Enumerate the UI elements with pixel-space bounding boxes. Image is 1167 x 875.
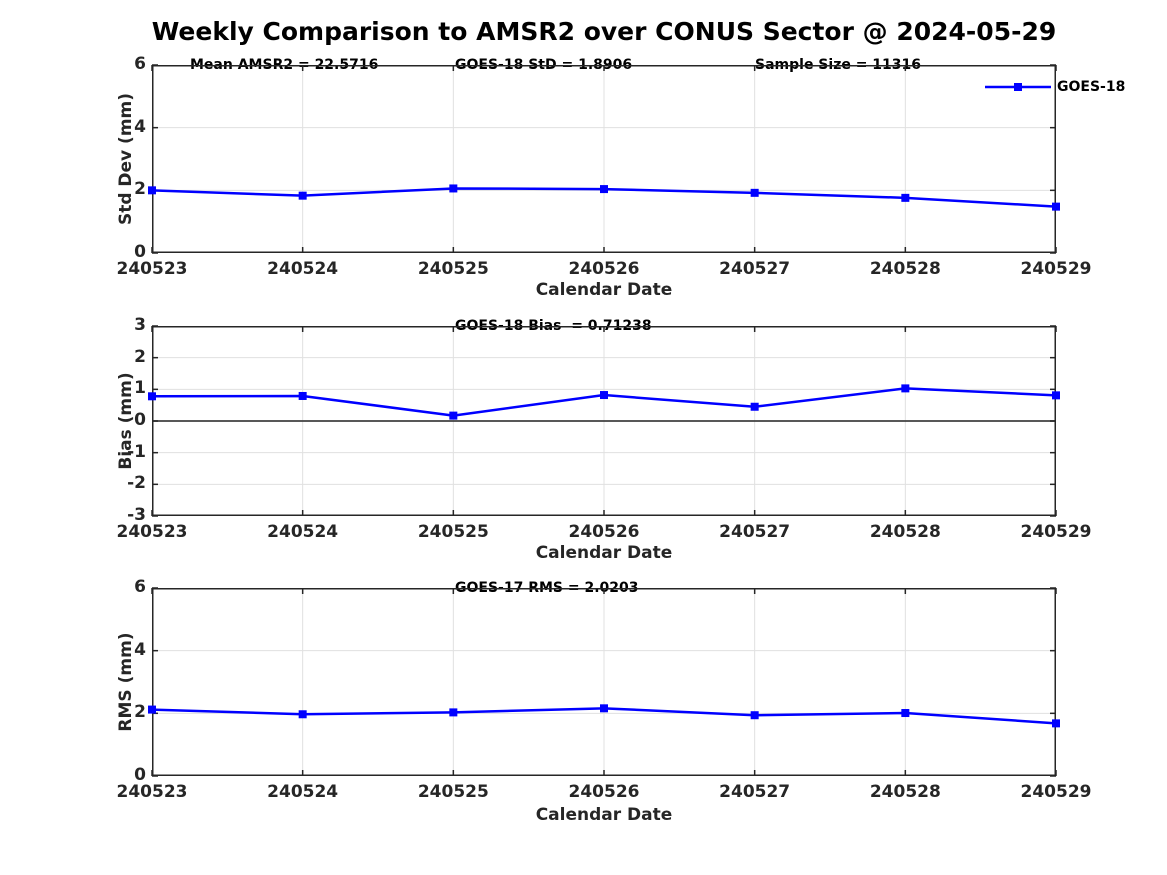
y-tick-label: 6 bbox=[90, 577, 146, 597]
data-point-marker bbox=[751, 189, 759, 197]
x-tick-label: 240526 bbox=[544, 782, 664, 802]
stddev-plot-area bbox=[152, 65, 1056, 253]
x-tick-label: 240524 bbox=[243, 259, 363, 279]
y-tick-label: 4 bbox=[90, 117, 146, 137]
data-point-marker bbox=[148, 392, 156, 400]
data-point-marker bbox=[1052, 719, 1060, 727]
y-tick-label: 3 bbox=[90, 315, 146, 335]
weekly-comparison-figure: Weekly Comparison to AMSR2 over CONUS Se… bbox=[0, 0, 1167, 875]
x-tick-label: 240524 bbox=[243, 522, 363, 542]
x-tick-label: 240525 bbox=[393, 259, 513, 279]
y-tick-label: -1 bbox=[90, 442, 146, 462]
data-point-marker bbox=[449, 412, 457, 420]
data-point-marker bbox=[449, 708, 457, 716]
x-tick-label: 240525 bbox=[393, 522, 513, 542]
data-point-marker bbox=[1052, 391, 1060, 399]
data-point-marker bbox=[901, 709, 909, 717]
y-tick-label: 2 bbox=[90, 702, 146, 722]
x-tick-label: 240524 bbox=[243, 782, 363, 802]
bias-plot-area bbox=[152, 326, 1056, 516]
x-tick-label: 240525 bbox=[393, 782, 513, 802]
x-tick-label: 240527 bbox=[695, 259, 815, 279]
data-point-marker bbox=[600, 185, 608, 193]
x-tick-label: 240529 bbox=[996, 522, 1116, 542]
data-point-marker bbox=[148, 186, 156, 194]
data-point-marker bbox=[148, 706, 156, 714]
data-point-marker bbox=[751, 711, 759, 719]
rms-plot-area bbox=[152, 588, 1056, 776]
x-tick-label: 240528 bbox=[845, 522, 965, 542]
y-tick-label: 0 bbox=[90, 410, 146, 430]
data-point-marker bbox=[299, 192, 307, 200]
data-point-marker bbox=[449, 184, 457, 192]
y-tick-label: 0 bbox=[90, 765, 146, 785]
x-tick-label: 240526 bbox=[544, 259, 664, 279]
x-tick-label: 240529 bbox=[996, 259, 1116, 279]
x-tick-label: 240528 bbox=[845, 259, 965, 279]
y-tick-label: -3 bbox=[90, 505, 146, 525]
y-tick-label: 1 bbox=[90, 378, 146, 398]
y-tick-label: 4 bbox=[90, 640, 146, 660]
y-tick-label: 6 bbox=[90, 54, 146, 74]
x-tick-label: 240523 bbox=[92, 782, 212, 802]
data-point-marker bbox=[751, 403, 759, 411]
data-point-marker bbox=[600, 391, 608, 399]
data-point-marker bbox=[299, 392, 307, 400]
data-point-marker bbox=[600, 704, 608, 712]
y-tick-label: -2 bbox=[90, 473, 146, 493]
y-tick-label: 0 bbox=[90, 242, 146, 262]
legend-label: GOES-18 bbox=[1057, 79, 1125, 95]
y-tick-label: 2 bbox=[90, 347, 146, 367]
data-point-marker bbox=[1052, 203, 1060, 211]
x-tick-label: 240523 bbox=[92, 259, 212, 279]
x-tick-label: 240528 bbox=[845, 782, 965, 802]
x-axis-label-stddev: Calendar Date bbox=[152, 280, 1056, 300]
data-point-marker bbox=[299, 710, 307, 718]
figure-title: Weekly Comparison to AMSR2 over CONUS Se… bbox=[132, 17, 1076, 46]
x-tick-label: 240527 bbox=[695, 782, 815, 802]
data-point-marker bbox=[901, 194, 909, 202]
x-tick-label: 240523 bbox=[92, 522, 212, 542]
y-tick-label: 2 bbox=[90, 179, 146, 199]
x-tick-label: 240529 bbox=[996, 782, 1116, 802]
x-axis-label-rms: Calendar Date bbox=[152, 805, 1056, 825]
x-tick-label: 240526 bbox=[544, 522, 664, 542]
data-point-marker bbox=[901, 384, 909, 392]
x-axis-label-bias: Calendar Date bbox=[152, 543, 1056, 563]
x-tick-label: 240527 bbox=[695, 522, 815, 542]
